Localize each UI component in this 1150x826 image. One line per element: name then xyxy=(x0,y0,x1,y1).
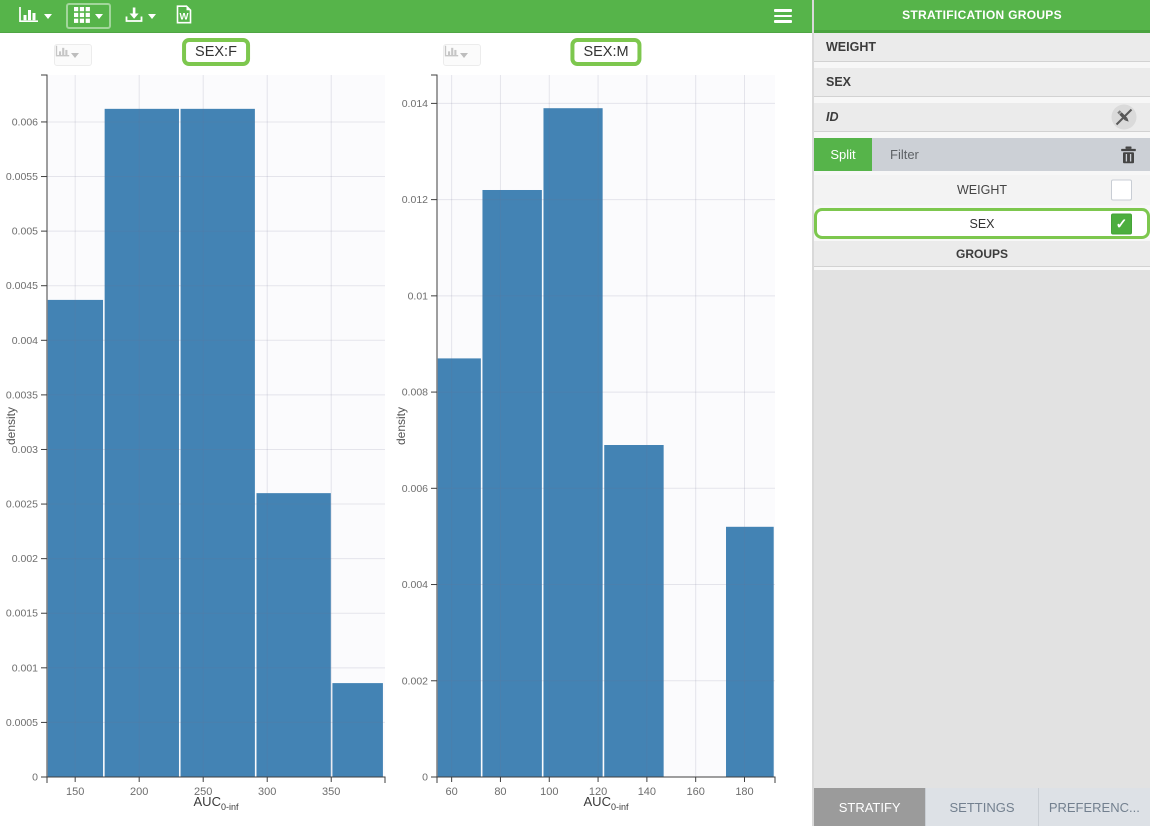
bar-chart-icon xyxy=(18,6,39,26)
split-option-sex[interactable]: SEX ✓ xyxy=(814,208,1150,239)
svg-text:300: 300 xyxy=(258,786,276,798)
svg-text:AUC0-inf: AUC0-inf xyxy=(584,794,629,812)
chart-options-button[interactable] xyxy=(54,44,92,66)
svg-text:0.006: 0.006 xyxy=(402,483,428,495)
svg-text:120: 120 xyxy=(589,786,607,798)
tab-preferences[interactable]: PREFERENC... xyxy=(1037,788,1150,826)
svg-text:0: 0 xyxy=(32,772,38,784)
svg-text:0.0045: 0.0045 xyxy=(6,280,38,292)
svg-text:W: W xyxy=(180,12,189,23)
facet-title-badge: SEX:M xyxy=(570,38,642,66)
svg-text:150: 150 xyxy=(66,786,84,798)
facet-title-badge: SEX:F xyxy=(182,38,250,66)
svg-text:0.0055: 0.0055 xyxy=(6,171,38,183)
svg-text:0.0015: 0.0015 xyxy=(6,608,38,620)
caret-down-icon xyxy=(95,13,103,19)
svg-text:0.012: 0.012 xyxy=(402,194,428,206)
svg-text:0.0035: 0.0035 xyxy=(6,389,38,401)
covariate-label: WEIGHT xyxy=(826,40,876,54)
download-dropdown-button[interactable] xyxy=(119,3,162,29)
split-button[interactable]: Split xyxy=(814,138,872,171)
svg-text:0.002: 0.002 xyxy=(402,675,428,687)
stratification-sidebar: STRATIFICATION GROUPS WEIGHT SEX ID xyxy=(812,0,1150,826)
svg-text:0.0025: 0.0025 xyxy=(6,499,38,511)
svg-text:0.005: 0.005 xyxy=(12,226,38,238)
sidebar-tabs: STRATIFY SETTINGS PREFERENC... xyxy=(814,788,1150,826)
chart-options-button[interactable] xyxy=(443,44,481,66)
main-area: W xyxy=(0,0,812,826)
tab-stratify[interactable]: STRATIFY xyxy=(814,788,926,826)
caret-down-icon xyxy=(148,13,156,19)
split-option-weight[interactable]: WEIGHT xyxy=(814,175,1150,205)
svg-text:0.001: 0.001 xyxy=(12,662,38,674)
trash-icon[interactable] xyxy=(1120,146,1137,164)
word-export-button[interactable]: W xyxy=(170,3,198,29)
svg-text:140: 140 xyxy=(638,786,656,798)
svg-text:0.004: 0.004 xyxy=(12,335,38,347)
svg-text:0: 0 xyxy=(422,772,428,784)
menu-button[interactable] xyxy=(770,5,796,27)
svg-text:180: 180 xyxy=(735,786,753,798)
groups-header[interactable]: GROUPS xyxy=(814,241,1150,267)
svg-text:0.01: 0.01 xyxy=(408,290,429,302)
svg-text:0.002: 0.002 xyxy=(12,553,38,565)
download-icon xyxy=(125,7,143,26)
svg-text:100: 100 xyxy=(540,786,558,798)
main-toolbar: W xyxy=(0,0,812,33)
svg-text:160: 160 xyxy=(687,786,705,798)
word-export-icon: W xyxy=(176,5,192,27)
svg-text:density: density xyxy=(4,407,18,445)
sidebar-title: STRATIFICATION GROUPS xyxy=(814,0,1150,33)
svg-text:AUC0-inf: AUC0-inf xyxy=(194,794,239,812)
grid-icon xyxy=(74,6,90,26)
svg-text:0.003: 0.003 xyxy=(12,444,38,456)
svg-text:density: density xyxy=(394,407,408,445)
histogram-panel-sex-f: SEX:F 0 0.0005 0.001 0.0015 0.002 0.0025 0.003… xyxy=(0,33,390,826)
checkbox-sex-checked[interactable]: ✓ xyxy=(1111,213,1132,234)
filter-button[interactable]: Filter xyxy=(890,147,919,162)
covariate-label: SEX xyxy=(826,75,852,89)
svg-text:60: 60 xyxy=(446,786,458,798)
hamburger-icon xyxy=(774,9,792,12)
caret-down-icon xyxy=(71,52,79,58)
pencil-slash-icon[interactable] xyxy=(1110,103,1138,131)
split-option-label: WEIGHT xyxy=(957,183,1007,197)
covariate-row-weight[interactable]: WEIGHT xyxy=(814,33,1150,62)
svg-text:80: 80 xyxy=(494,786,506,798)
split-option-label: SEX xyxy=(969,216,995,231)
svg-text:0.014: 0.014 xyxy=(402,98,428,110)
caret-down-icon xyxy=(460,52,468,58)
histogram-panel-sex-m: SEX:M 0 0.002 0.004 0.006 0.008 0.01 0.012 0.01… xyxy=(390,33,790,826)
sidebar-empty-area xyxy=(814,270,1150,788)
svg-text:200: 200 xyxy=(130,786,148,798)
covariate-label: ID xyxy=(826,110,839,124)
svg-text:0.0005: 0.0005 xyxy=(6,717,38,729)
svg-text:350: 350 xyxy=(322,786,340,798)
covariate-row-id[interactable]: ID xyxy=(814,103,1150,132)
svg-text:0.004: 0.004 xyxy=(402,579,428,591)
svg-text:0.006: 0.006 xyxy=(12,116,38,128)
svg-text:0.008: 0.008 xyxy=(402,387,428,399)
charts-area: SEX:F 0 0.0005 0.001 0.0015 0.002 0.0025 0.003… xyxy=(0,33,812,826)
caret-down-icon xyxy=(44,13,52,19)
split-filter-row: Split Filter xyxy=(814,138,1150,171)
svg-text:250: 250 xyxy=(194,786,212,798)
layout-grid-dropdown-button[interactable] xyxy=(66,3,111,29)
covariate-row-sex[interactable]: SEX xyxy=(814,68,1150,97)
plot-type-dropdown-button[interactable] xyxy=(12,3,58,29)
tab-settings[interactable]: SETTINGS xyxy=(925,788,1038,826)
checkbox-weight[interactable] xyxy=(1111,179,1132,201)
